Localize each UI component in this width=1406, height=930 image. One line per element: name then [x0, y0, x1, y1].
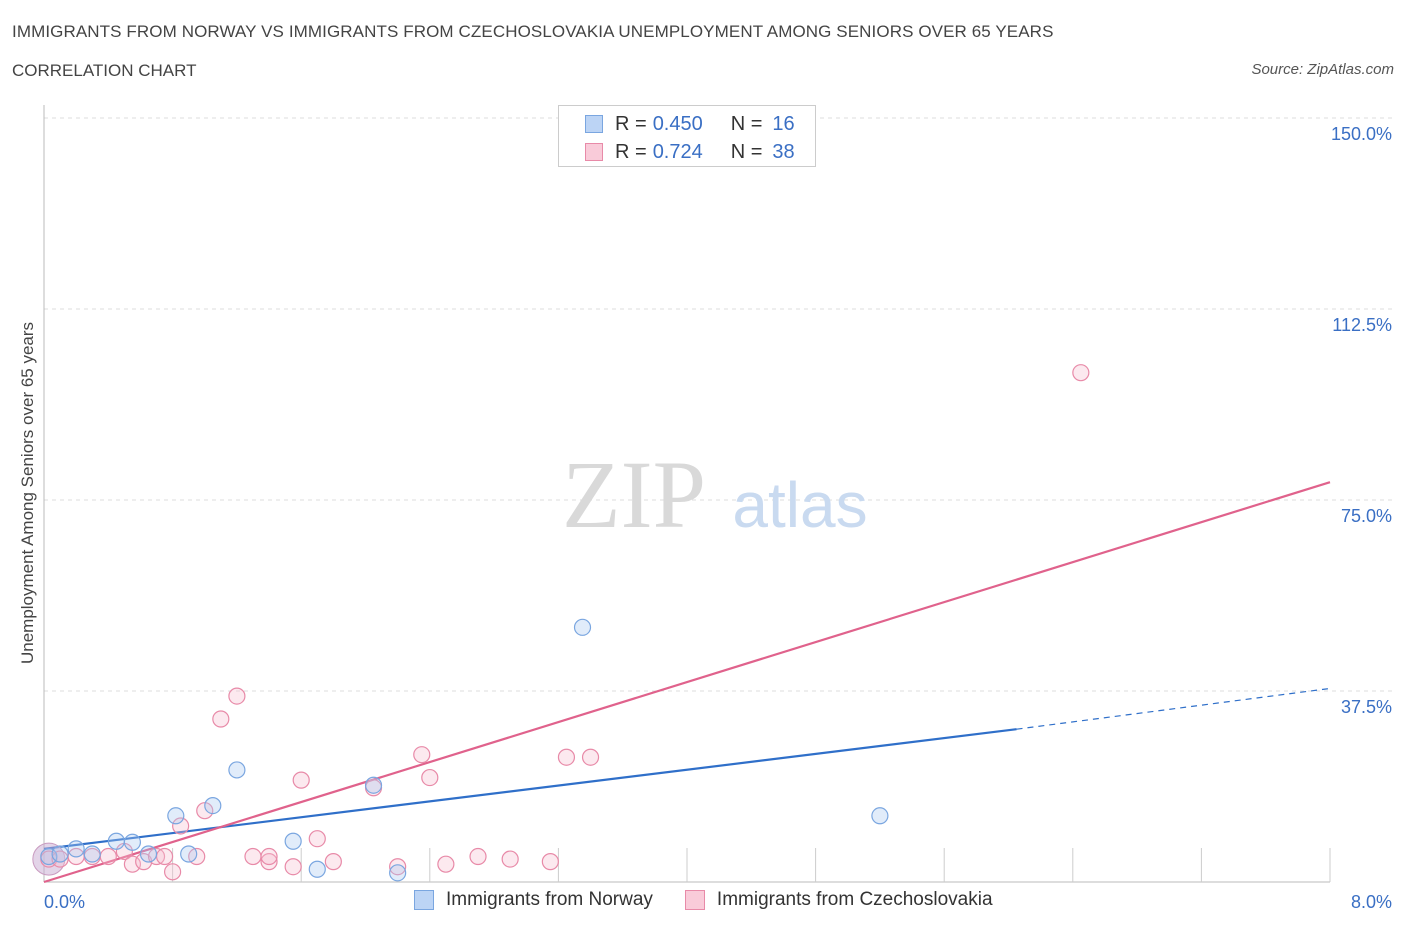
point-norway [228, 761, 246, 779]
gridlines [44, 117, 1392, 692]
point-czech [244, 847, 262, 866]
trend-line-norway [43, 728, 1017, 850]
point-czech [155, 847, 174, 866]
point-norway [308, 860, 326, 878]
y-tick-label: 150.0% [1331, 124, 1392, 144]
tick-labels: 37.5% 75.0% 112.5% 150.0% 0.0% 8.0% [44, 124, 1392, 912]
point-norway [51, 845, 69, 863]
point-czech [389, 858, 407, 876]
chart-subtitle: CORRELATION CHART [12, 61, 197, 80]
y-axis-label: Unemployment Among Seniors over 65 years [18, 321, 37, 665]
point-norway [67, 840, 85, 858]
legend-item-norway[interactable]: Immigrants from Norway [414, 889, 653, 911]
legend-n-label: N = [730, 112, 763, 135]
trend-lines [43, 481, 1331, 884]
watermark-zip: ZIP [562, 441, 706, 548]
point-czech [541, 853, 559, 871]
legend-n-value: 16 [772, 112, 795, 135]
legend-swatch-norway [585, 115, 603, 133]
point-norway [180, 845, 198, 863]
legend-n-value: 38 [772, 140, 795, 163]
point-norway [40, 847, 58, 866]
legend-row-norway: R = 0.450 N = 16 [585, 112, 795, 136]
point-norway [123, 833, 142, 851]
point-czech [413, 746, 431, 764]
point-czech [557, 748, 576, 766]
point-norway [871, 807, 889, 825]
legend-swatch-czech [684, 890, 705, 910]
chart-title: IMMIGRANTS FROM NORWAY VS IMMIGRANTS FRO… [12, 22, 1054, 41]
point-cluster [32, 842, 66, 876]
watermark-atlas: atlas [732, 469, 867, 541]
point-czech [172, 817, 190, 835]
legend-item-czech[interactable]: Immigrants from Czechoslovakia [684, 889, 993, 911]
y-tick-label: 75.0% [1341, 506, 1392, 526]
point-norway [364, 776, 383, 794]
legend-swatch-czech [585, 143, 603, 161]
point-czech [421, 768, 439, 787]
point-czech [164, 863, 182, 881]
legend-row-czech: R = 0.724 N = 38 [585, 140, 795, 164]
point-norway [139, 845, 158, 863]
point-czech [324, 853, 342, 871]
x-tick-label: 0.0% [44, 892, 85, 912]
legend-r-label: R = [615, 112, 647, 135]
point-norway [573, 618, 592, 636]
y-tick-label: 112.5% [1332, 315, 1392, 335]
watermark: ZIP atlas [562, 441, 868, 548]
point-norway [107, 832, 125, 850]
point-czech [437, 855, 455, 873]
legend-r-value: 0.450 [652, 112, 703, 135]
correlation-legend: R = 0.450 N = 16 R = 0.724 N = 38 [558, 105, 816, 167]
point-norway [389, 864, 407, 882]
trend-line-norway-extension [1016, 687, 1331, 730]
trend-line-czech [43, 481, 1331, 884]
point-czech [292, 771, 310, 789]
legend-n-label: N = [730, 140, 763, 163]
point-norway [83, 845, 101, 863]
point-czech [212, 710, 230, 728]
point-norway [204, 796, 222, 815]
legend-r-label: R = [615, 140, 647, 163]
point-czech [228, 687, 246, 705]
point-czech [469, 847, 487, 866]
point-czech [260, 853, 278, 871]
point-czech [99, 847, 117, 866]
legend-r-value: 0.724 [652, 140, 703, 163]
point-czech [581, 748, 600, 766]
point-norway [167, 807, 185, 825]
point-czech [284, 858, 302, 876]
point-czech [1072, 364, 1090, 382]
point-czech [123, 855, 142, 873]
legend-swatch-norway [414, 890, 434, 910]
point-czech [501, 850, 519, 868]
legend-label-norway: Immigrants from Norway [446, 889, 653, 910]
point-czech [308, 830, 326, 848]
source-credit: Source: ZipAtlas.com [1251, 61, 1394, 78]
point-norway [284, 832, 302, 850]
x-tick-label: 8.0% [1351, 892, 1392, 912]
series-legend: Immigrants from Norway Immigrants from C… [414, 889, 1025, 911]
y-tick-label: 37.5% [1341, 697, 1392, 717]
data-points [32, 364, 1090, 882]
legend-label-czech: Immigrants from Czechoslovakia [716, 889, 993, 910]
point-czech [260, 847, 278, 866]
